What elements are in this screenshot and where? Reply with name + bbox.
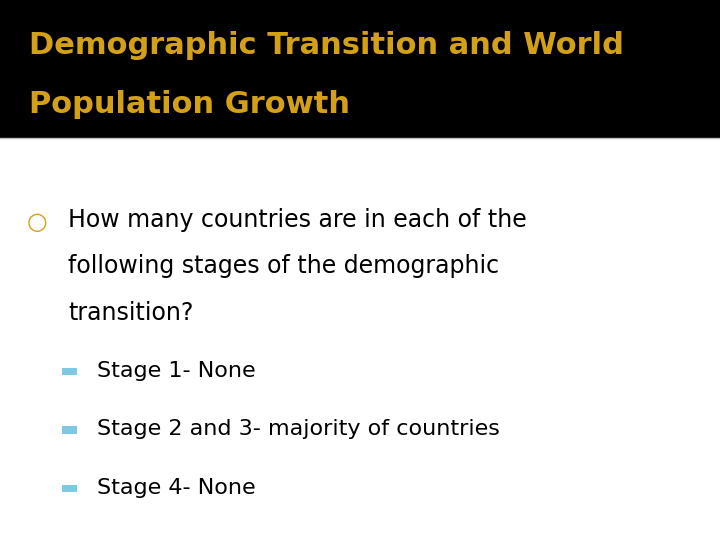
Text: following stages of the demographic: following stages of the demographic xyxy=(68,254,500,278)
FancyBboxPatch shape xyxy=(62,485,78,492)
Text: transition?: transition? xyxy=(68,301,194,325)
Text: How many countries are in each of the: How many countries are in each of the xyxy=(68,208,527,232)
Text: Population Growth: Population Growth xyxy=(29,90,350,119)
Text: Stage 4- None: Stage 4- None xyxy=(97,478,256,498)
Text: ○: ○ xyxy=(27,210,48,234)
FancyBboxPatch shape xyxy=(62,368,78,375)
Text: Demographic Transition and World: Demographic Transition and World xyxy=(29,31,624,60)
FancyBboxPatch shape xyxy=(62,427,78,434)
Text: Stage 1- None: Stage 1- None xyxy=(97,361,256,381)
Text: Stage 2 and 3- majority of countries: Stage 2 and 3- majority of countries xyxy=(97,420,500,440)
